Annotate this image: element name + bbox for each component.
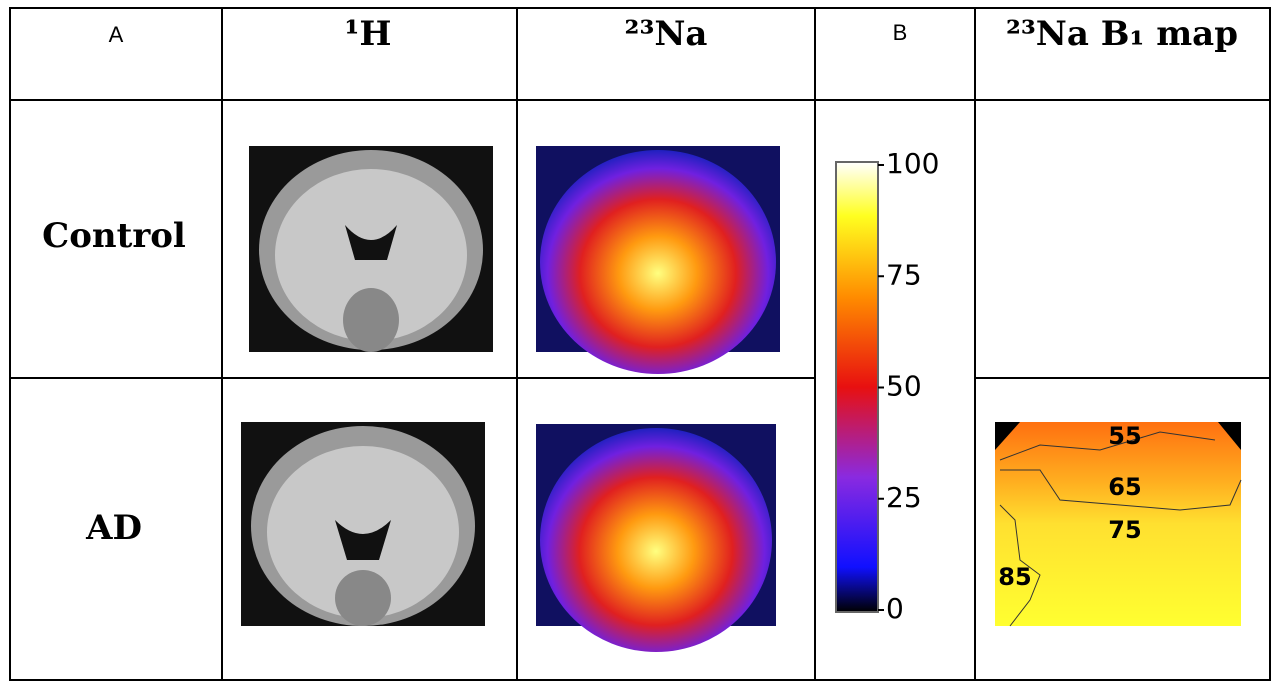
colorbar-tick-label: 0 [886,592,904,625]
row-label: AD [85,508,142,548]
column-header: ¹H [344,14,391,54]
contour-label: 65 [1108,473,1141,501]
row-label: Control [42,216,186,256]
contour-label: 55 [1108,422,1141,450]
contour-label: 75 [1108,516,1141,544]
panel-label: A [109,22,124,47]
b1-map [995,422,1242,627]
colorbar-tick-label: 50 [886,370,922,403]
column-header: ²³Na B₁ map [1006,14,1238,54]
sodium-control [536,146,780,374]
colorbar [835,161,879,613]
column-header: ²³Na [625,14,708,54]
sodium-ad [536,424,776,652]
colorbar-tick-label: 25 [886,481,922,514]
colorbar-tick-label: 75 [886,258,922,291]
colorbar-tick-label: 100 [886,147,939,180]
mri-control [249,146,493,352]
table-grid [9,7,1271,681]
mri-ad [241,422,485,626]
contour-label: 85 [998,563,1031,591]
panel-label: B [893,20,908,45]
